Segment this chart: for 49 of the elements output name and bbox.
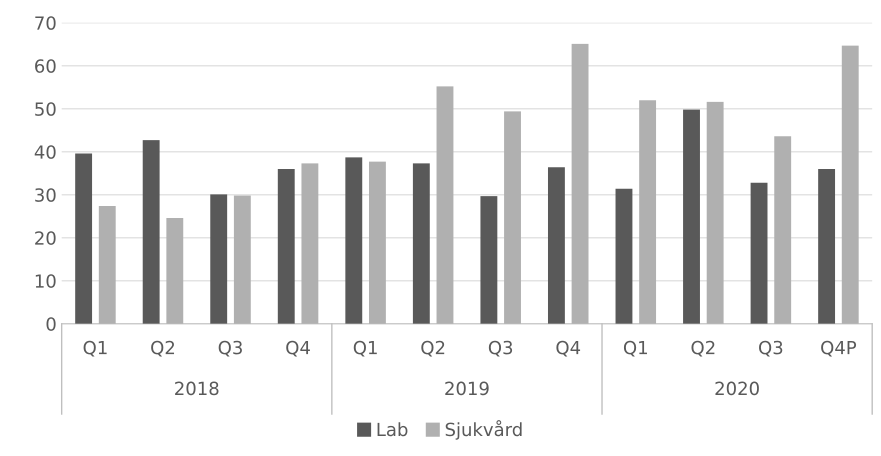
bar [706, 102, 724, 324]
bar [278, 168, 295, 324]
bar [572, 44, 589, 324]
bar [842, 46, 859, 324]
bar [98, 206, 116, 324]
x-tick-label: Q3 [218, 340, 242, 356]
y-tick-label: 60 [35, 59, 56, 73]
y-tick-label: 40 [34, 145, 56, 159]
bar [345, 157, 362, 324]
text: 2020 [715, 382, 759, 396]
y-tick-label: 10 [36, 274, 56, 288]
bar [368, 162, 386, 324]
bar [774, 136, 792, 324]
text: 2018 [175, 382, 218, 396]
y-tick-label: 50 [35, 102, 56, 116]
x-tick-label: Q3 [759, 340, 782, 356]
legend-label: Sjukvård [446, 420, 522, 440]
x-tick-label: Q1 [354, 340, 377, 356]
bar [639, 100, 656, 324]
bar [234, 196, 251, 324]
bar [480, 196, 498, 324]
bar [142, 140, 160, 324]
bar [750, 182, 768, 324]
y-tick-label: 0 [46, 317, 56, 331]
x-tick-label: Q2 [151, 340, 174, 356]
text: 2019 [445, 382, 489, 396]
x-tick-label: Q2 [421, 340, 444, 356]
bar [210, 194, 228, 324]
bar [548, 167, 565, 324]
y-tick-label: 70 [35, 16, 56, 30]
x-tick-label: Q1 [624, 340, 647, 356]
x-tick-label: Q4 [556, 340, 580, 356]
bar [412, 163, 430, 324]
y-tick-label: 20 [35, 231, 56, 245]
bar [616, 188, 632, 324]
bar [818, 168, 836, 324]
bar [75, 154, 92, 324]
bar [504, 111, 521, 324]
bar [301, 163, 318, 324]
x-tick-label: Q2 [691, 340, 714, 356]
y-tick-label: 30 [35, 188, 56, 202]
bar [166, 218, 184, 324]
bar [436, 86, 454, 324]
x-tick-label: Q4P [821, 340, 856, 356]
x-tick-label: Q1 [84, 340, 107, 356]
legend-label: Lab [378, 422, 408, 436]
bar [683, 110, 700, 324]
x-tick-label: Q3 [488, 340, 512, 356]
x-tick-label: Q4 [286, 340, 310, 356]
